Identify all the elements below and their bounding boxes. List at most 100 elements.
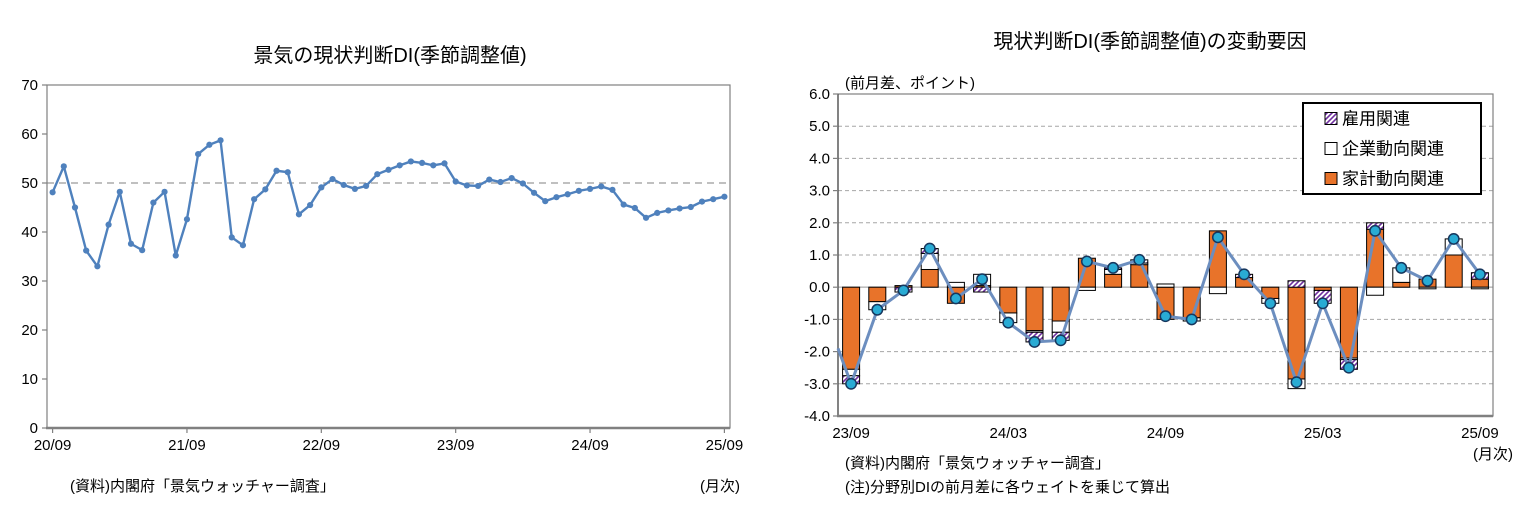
data-point-marker [1107,261,1120,274]
total-diff-line [836,229,1482,386]
bar-household [920,268,939,288]
data-point-marker [49,189,56,196]
data-point-marker [575,187,582,194]
right-unit-label: (前月差、ポイント) [845,75,975,92]
left-line-chart: 景気の現状判断DI(季節調整値) 0 10 20 30 40 50 60 70 20/09 21/… [21,44,743,495]
y-tick-label: 40 [21,224,38,241]
bar-household [1470,278,1489,288]
bar-household [1051,286,1070,322]
data-point-marker [150,199,157,206]
y-tick-label: 0.0 [809,279,830,296]
data-point-marker [721,193,728,200]
data-point-marker [665,207,672,214]
x-tick-label: 20/09 [34,437,72,454]
bar-household [1444,254,1463,288]
right-chart-title: 現状判断DI(季節調整値)の変動要因 [993,30,1306,53]
bar-corporate [1418,286,1437,290]
legend-label: 企業動向関連 [1342,140,1444,159]
legend-label: 雇用関連 [1342,110,1410,129]
right-plot-area: 6.0 5.0 4.0 3.0 2.0 1.0 0.0 -1.0 -2.0 -3.0 -4.023/… [804,86,1499,442]
data-point-marker [452,178,459,185]
data-point-marker [586,185,594,192]
bar-corporate [1366,286,1385,296]
data-point-marker [1133,253,1146,266]
y-tick-label: 2.0 [809,215,830,232]
data-point-marker [1159,310,1172,323]
data-point-marker [871,303,884,316]
bar-household [1339,286,1358,359]
y-tick-label: 60 [21,126,38,143]
x-tick-label: 21/09 [168,437,206,454]
data-point-marker [508,175,515,182]
data-point-marker [620,201,627,208]
x-tick-label: 24/09 [571,437,609,454]
data-point-marker [307,201,314,209]
data-point-marker [609,186,616,193]
y-tick-label: -2.0 [804,344,830,361]
data-point-marker [631,204,638,212]
right-source-note: (資料)内閣府「景気ウォッチャー調査」 [845,455,1110,472]
data-point-marker [1264,297,1277,310]
data-point-marker [1473,268,1486,281]
data-point-marker [530,189,538,196]
data-point-marker [83,247,90,254]
data-point-marker [195,150,202,158]
right-bar-chart: 現状判断DI(季節調整値)の変動要因 (前月差、ポイント) 6.0 5.0 4.0 3… [804,30,1513,496]
data-point-marker [976,273,989,286]
data-point-marker [318,184,325,191]
y-tick-label: 4.0 [809,150,830,167]
data-point-marker [116,188,123,195]
data-point-marker [385,166,392,173]
data-point-marker [698,198,706,205]
data-point-marker [463,182,470,189]
data-point-marker [1395,261,1408,274]
data-point-marker [1447,232,1460,245]
bar-household [868,286,887,303]
data-point-marker [105,221,112,228]
x-tick-label: 25/03 [1304,425,1342,442]
data-point-marker [217,137,224,144]
y-tick-label: -3.0 [804,376,830,393]
data-point-marker [228,234,235,241]
y-tick-label: 1.0 [809,247,830,264]
bar-corporate [1156,283,1175,288]
x-tick-label: 24/03 [990,425,1028,442]
data-point-marker [1002,316,1015,329]
data-point-marker [1185,313,1198,326]
data-point-marker [897,284,910,297]
data-point-marker [94,263,101,270]
data-point-marker [172,252,179,259]
x-tick-label: 24/09 [1147,425,1185,442]
data-point-marker [687,203,694,211]
right-calc-note: (注)分野別DIの前月差に各ウェイトを乗じて算出 [845,478,1170,496]
data-point-marker [183,216,191,223]
bar-household [842,286,861,370]
left-frequency-note: (月次) [700,478,740,495]
data-point-marker [486,176,493,183]
data-point-marker [564,191,571,198]
data-point-marker [923,242,936,255]
data-point-marker [329,175,336,183]
bar-household [1392,281,1411,288]
data-point-marker [139,247,146,254]
data-point-marker [206,141,213,148]
bar-corporate [1208,286,1227,295]
legend-swatch-orange [1324,172,1338,185]
data-point-marker [497,178,504,186]
left-chart-title: 景気の現状判断DI(季節調整値) [253,44,526,67]
data-point-marker [251,196,258,203]
y-tick-label: 10 [21,371,38,388]
data-point-marker [1369,224,1382,237]
data-point-marker [598,183,605,190]
left-source-note: (資料)内閣府「景気ウォッチャー調査」 [70,478,335,495]
x-tick-label: 25/09 [1461,425,1499,442]
data-point-marker [474,182,482,190]
data-point-marker [519,180,526,187]
data-point-marker [363,182,370,190]
data-point-marker [654,209,661,216]
data-point-marker [845,377,858,390]
legend-swatch-hatch [1324,112,1338,125]
data-point-marker [374,171,381,178]
